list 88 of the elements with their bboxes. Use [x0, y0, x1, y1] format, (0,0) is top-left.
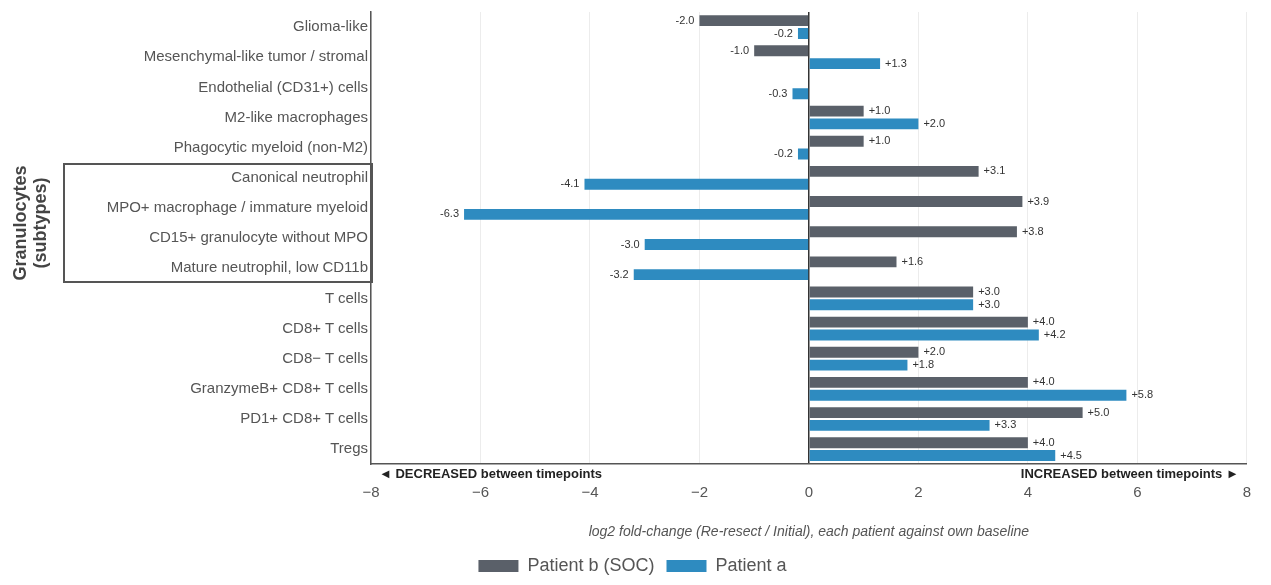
data-label: +2.0 — [923, 345, 946, 358]
data-label: +3.3 — [994, 418, 1017, 431]
data-label: -4.1 — [560, 177, 580, 190]
bar — [809, 389, 1127, 401]
bar — [809, 118, 919, 130]
data-label: +1.6 — [901, 254, 924, 267]
x-axis-title: log2 fold-change (Re-resect / Initial), each patient against own baseline — [588, 523, 1030, 540]
y-tick-label: GranzymeB+ CD8+ T cells — [190, 378, 368, 396]
bar — [754, 45, 809, 57]
bar — [809, 299, 974, 311]
bar — [644, 239, 809, 250]
bar — [797, 28, 809, 39]
y-tick-label: M2-like macrophages — [224, 107, 368, 125]
text: INCREASED between timepoints ► — [1020, 466, 1239, 482]
bar — [809, 105, 864, 117]
y-tick-label: CD8+ T cells — [282, 318, 368, 336]
data-label: +1.0 — [868, 134, 891, 147]
bar — [633, 269, 809, 281]
bar — [809, 165, 979, 177]
data-label: -0.2 — [774, 147, 793, 160]
data-label: -0.3 — [768, 86, 788, 99]
x-tick-label: −4 — [581, 483, 599, 501]
bar — [809, 376, 1028, 388]
data-label: -6.3 — [440, 207, 460, 220]
data-label: +4.2 — [1043, 327, 1066, 340]
bar — [809, 135, 864, 147]
bar — [809, 407, 1083, 419]
data-label: -0.2 — [774, 26, 793, 39]
x-tick-label: 8 — [1242, 483, 1251, 501]
bar — [809, 419, 990, 431]
data-label: +4.5 — [1060, 448, 1082, 461]
bar — [809, 58, 881, 70]
y-tick-label: Canonical neutrophil — [231, 167, 368, 185]
data-label: -2.0 — [675, 13, 695, 26]
data-label: +1.0 — [868, 104, 891, 117]
data-label: +5.0 — [1087, 405, 1110, 418]
bar — [809, 437, 1028, 449]
bar — [792, 88, 809, 100]
data-label: +4.0 — [1032, 435, 1055, 448]
y-tick-label: Tregs — [330, 439, 368, 457]
bar — [809, 316, 1028, 328]
bar — [797, 148, 809, 160]
x-tick-label: 0 — [804, 483, 814, 501]
y-tick-label: MPO+ macrophage / immature myeloid — [106, 198, 368, 216]
data-label: +1.3 — [885, 56, 907, 69]
y-tick-label: T cells — [324, 288, 368, 306]
y-tick-label: Endothelial (CD31+) cells — [198, 77, 368, 95]
y-tick-label: Mature neutrophil, low CD11b — [170, 258, 368, 276]
data-label: +2.0 — [923, 116, 946, 129]
data-label: -3.0 — [620, 237, 640, 250]
data-label: +4.0 — [1032, 315, 1055, 328]
data-label: +3.9 — [1027, 194, 1050, 207]
x-tick-label: −8 — [362, 483, 380, 501]
bar — [699, 15, 809, 27]
text: Granulocytes (subtypes) — [10, 164, 51, 283]
bar — [809, 450, 1056, 461]
y-tick-label: Glioma-like — [292, 17, 368, 35]
bar — [809, 359, 908, 371]
data-label: +3.1 — [983, 164, 1006, 177]
y-tick-label: CD15+ granulocyte without MPO — [149, 228, 368, 246]
bar — [809, 226, 1017, 238]
data-label: -1.0 — [730, 43, 750, 56]
bar — [809, 346, 919, 358]
bar — [809, 256, 897, 268]
x-tick-label: −2 — [690, 483, 708, 501]
data-label: +3.0 — [978, 285, 1000, 298]
x-tick-label: 6 — [1133, 483, 1142, 501]
bar — [809, 286, 974, 298]
data-label: +5.8 — [1131, 388, 1154, 401]
x-tick-label: 4 — [1023, 483, 1033, 501]
y-tick-label: PD1+ CD8+ T cells — [240, 409, 368, 427]
text: ◄ DECREASED between timepoints — [379, 466, 603, 482]
data-label: +3.8 — [1021, 224, 1044, 237]
data-label: +3.0 — [978, 297, 1000, 310]
x-tick-label: −6 — [471, 483, 490, 501]
data-label: -3.2 — [609, 267, 629, 280]
bar — [464, 208, 809, 220]
y-tick-label: CD8− T cells — [282, 348, 368, 366]
bar — [809, 329, 1039, 341]
bar — [809, 196, 1023, 207]
legend-label: Patient a — [715, 554, 788, 575]
data-label: +1.8 — [912, 358, 935, 371]
bar — [584, 178, 809, 190]
y-tick-label: Phagocytic myeloid (non-M2) — [173, 137, 368, 155]
data-label: +4.0 — [1032, 375, 1055, 388]
y-tick-label: Mesenchymal-like tumor / stromal — [143, 47, 368, 65]
legend-label: Patient b (SOC) — [527, 554, 655, 575]
x-tick-label: 2 — [914, 483, 923, 501]
